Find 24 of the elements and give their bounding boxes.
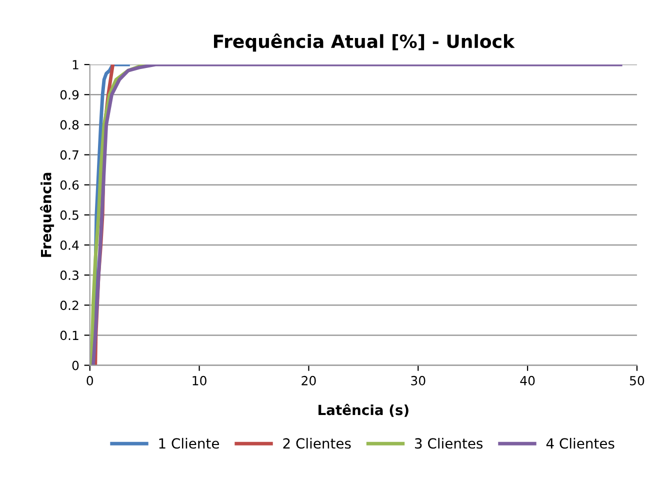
y-tick-label: 0.3: [60, 270, 78, 280]
x-tick-label: 30: [411, 376, 426, 386]
x-axis-title: Latência (s): [318, 404, 408, 417]
y-tick-label: 1: [72, 60, 78, 70]
x-tick-label: 50: [630, 376, 644, 386]
legend-label: 2 Clientes: [283, 438, 351, 449]
x-tick-label: 20: [302, 376, 316, 386]
legend-label: 4 Clientes: [546, 438, 614, 449]
legend-label: 3 Clientes: [415, 438, 483, 449]
y-tick-label: 0.7: [60, 150, 78, 160]
y-tick-label: 0.6: [60, 180, 79, 190]
y-tick-label: 0.2: [60, 300, 78, 310]
x-tick-label: 40: [520, 376, 535, 386]
y-tick-label: 0.8: [60, 120, 79, 130]
y-tick-label: 0.5: [60, 210, 78, 220]
y-tick-label: 0.4: [60, 240, 79, 250]
y-tick-label: 0.1: [60, 330, 78, 340]
x-tick-label: 0: [86, 376, 94, 386]
legend-label: 1 Cliente: [159, 438, 219, 449]
chart-title: Frequência Atual [%] - Unlock: [214, 33, 515, 52]
y-tick-label: 0.9: [60, 90, 79, 100]
x-tick-label: 10: [192, 376, 206, 386]
y-axis-title: Frequência: [40, 172, 54, 257]
y-tick-label: 0: [72, 360, 79, 370]
